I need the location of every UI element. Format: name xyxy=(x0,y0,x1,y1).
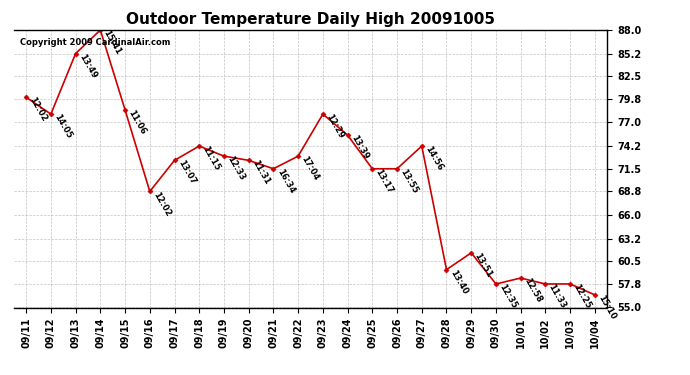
Text: 12:29: 12:29 xyxy=(324,113,346,140)
Text: 12:02: 12:02 xyxy=(28,96,49,123)
Text: 13:07: 13:07 xyxy=(176,159,197,186)
Text: 11:15: 11:15 xyxy=(201,145,222,172)
Text: 13:17: 13:17 xyxy=(374,167,395,195)
Text: 12:33: 12:33 xyxy=(226,155,246,182)
Text: 12:58: 12:58 xyxy=(522,277,543,304)
Text: 16:34: 16:34 xyxy=(275,167,296,195)
Text: 15:41: 15:41 xyxy=(101,28,123,56)
Text: 11:33: 11:33 xyxy=(546,283,568,310)
Text: 11:31: 11:31 xyxy=(250,159,271,187)
Text: 13:49: 13:49 xyxy=(77,52,98,80)
Text: 13:39: 13:39 xyxy=(349,134,370,161)
Text: 14:05: 14:05 xyxy=(52,113,73,140)
Text: 11:06: 11:06 xyxy=(126,108,148,136)
Text: 14:56: 14:56 xyxy=(423,145,444,172)
Title: Outdoor Temperature Daily High 20091005: Outdoor Temperature Daily High 20091005 xyxy=(126,12,495,27)
Text: 12:25: 12:25 xyxy=(571,283,593,310)
Text: 17:04: 17:04 xyxy=(299,155,321,182)
Text: 13:55: 13:55 xyxy=(398,167,420,195)
Text: Copyright 2009 CardinalAir.com: Copyright 2009 CardinalAir.com xyxy=(20,38,170,47)
Text: 13:40: 13:40 xyxy=(448,268,469,296)
Text: 13:51: 13:51 xyxy=(473,252,494,279)
Text: 12:02: 12:02 xyxy=(151,190,172,218)
Text: 12:35: 12:35 xyxy=(497,283,518,310)
Text: 15:10: 15:10 xyxy=(596,294,618,321)
